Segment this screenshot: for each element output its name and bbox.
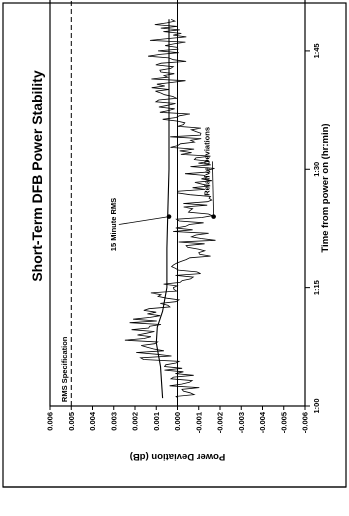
- y-tick-label-11: -0.005: [279, 412, 288, 433]
- y-axis: 0.006 0.005 0.004 0.003 0.002 0.001 0.000 -0.00…: [46, 406, 310, 433]
- y-tick-label-5: 0.001: [152, 412, 161, 431]
- annotation-15-minute-rms: 15 Minute RMS: [109, 198, 118, 251]
- y-tick-label-12: -0.006: [301, 412, 310, 433]
- y-tick-label-3: 0.003: [109, 412, 118, 431]
- annotation-15-minute-rms-marker: [166, 214, 172, 219]
- annotations: RMS Specification 15 Minute RMS Relative D…: [60, 127, 216, 402]
- x-tick-label-3: 1:45: [312, 43, 321, 58]
- annotation-15-minute-rms-leader: [118, 216, 170, 225]
- series-15-minute-rms: [155, 19, 170, 399]
- y-tick-label-9: -0.003: [237, 412, 246, 433]
- y-tick-label-7: -0.001: [194, 412, 203, 433]
- y-tick-label-2: 0.004: [88, 411, 97, 431]
- y-tick-label-10: -0.004: [258, 411, 267, 433]
- annotation-relative-deviations: Relative Deviations: [202, 127, 211, 196]
- series-layer: [70, 0, 216, 406]
- rotated-chart: Short-Term DFB Power Stability 0.006 0.00…: [29, 0, 331, 433]
- x-tick-label-0: 1:00: [312, 398, 321, 413]
- y-tick-label-1: 0.005: [67, 412, 76, 431]
- x-axis: 1:00 1:15 1:30 1:45: [305, 43, 321, 414]
- series-relative-deviations: [124, 18, 216, 399]
- y-axis-label: Power Deviation (dB): [130, 451, 226, 462]
- x-tick-label-2: 1:30: [312, 162, 321, 177]
- y-tick-label-6: 0.000: [173, 412, 182, 431]
- y-tick-label-8: -0.002: [216, 412, 225, 433]
- y-tick-label-0: 0.006: [46, 412, 55, 431]
- annotation-rms-specification: RMS Specification: [60, 336, 69, 402]
- x-tick-label-1: 1:15: [312, 280, 321, 295]
- annotation-relative-deviations-marker: [211, 214, 216, 219]
- chart-title: Short-Term DFB Power Stability: [29, 70, 45, 282]
- y-tick-label-4: 0.002: [131, 412, 140, 431]
- x-axis-label: Time from power on (hr:min): [320, 123, 331, 252]
- annotation-relative-deviations-leader: [211, 161, 215, 217]
